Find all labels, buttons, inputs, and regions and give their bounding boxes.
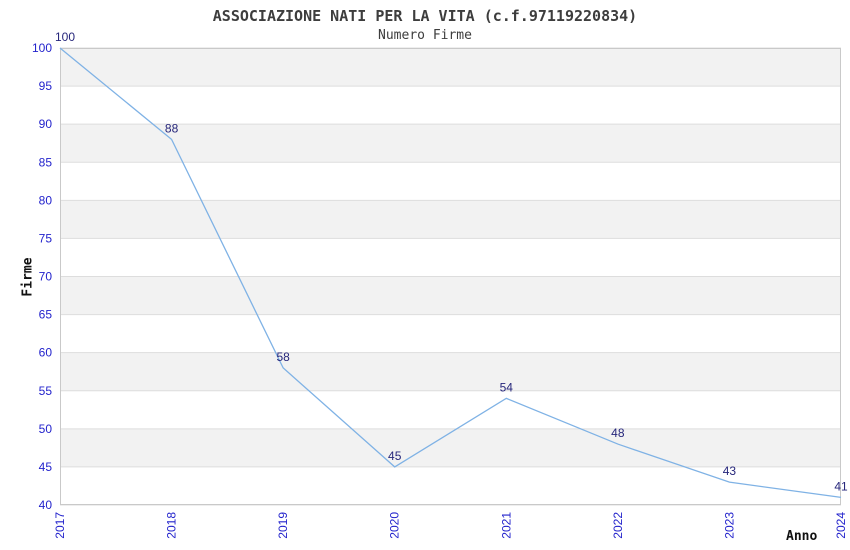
plot-band xyxy=(60,428,841,467)
point-label: 58 xyxy=(276,350,290,364)
x-axis-title: Anno xyxy=(786,529,818,544)
x-tick-label: 2022 xyxy=(611,512,625,539)
plot-band xyxy=(60,200,841,239)
y-tick-label: 50 xyxy=(39,422,53,436)
y-tick-label: 70 xyxy=(39,270,53,284)
y-tick-label: 40 xyxy=(39,498,53,512)
y-tick-label: 65 xyxy=(39,308,53,322)
y-tick-label: 75 xyxy=(39,231,53,245)
x-tick-label: 2020 xyxy=(388,512,402,539)
plot-border xyxy=(60,48,841,505)
point-label: 54 xyxy=(500,380,514,394)
plot-band xyxy=(60,276,841,315)
y-tick-label: 85 xyxy=(39,155,53,169)
point-label: 88 xyxy=(165,121,179,135)
point-label: 48 xyxy=(611,426,625,440)
point-label: 43 xyxy=(723,464,737,478)
y-tick-label: 45 xyxy=(39,460,53,474)
x-tick-label: 2024 xyxy=(834,512,848,539)
x-tick-label: 2017 xyxy=(53,512,67,539)
plot-band xyxy=(60,390,841,429)
y-tick-label: 55 xyxy=(39,384,53,398)
x-tick-label: 2019 xyxy=(276,512,290,539)
plot-band xyxy=(60,162,841,201)
x-tick-label: 2021 xyxy=(499,512,513,539)
plot-band xyxy=(60,48,841,87)
y-tick-label: 60 xyxy=(39,346,53,360)
point-label: 45 xyxy=(388,449,402,463)
y-tick-label: 100 xyxy=(32,41,52,55)
y-axis-title: Firme xyxy=(20,257,36,297)
y-tick-label: 90 xyxy=(39,117,53,131)
point-label: 41 xyxy=(834,479,848,493)
plot-band xyxy=(60,86,841,125)
line-plot: 100 88 58 45 54 48 43 41 40 45 50 55 60 65 70 75 80 85 90 9… xyxy=(32,30,848,539)
x-tick-label: 2018 xyxy=(165,512,179,539)
plot-band xyxy=(60,238,841,277)
plot-band xyxy=(60,352,841,391)
chart-subtitle: Numero Firme xyxy=(378,28,472,43)
plot-band xyxy=(60,314,841,353)
plot-band xyxy=(60,466,841,505)
data-line xyxy=(59,47,842,499)
y-tick-label: 95 xyxy=(39,79,53,93)
chart-title: ASSOCIAZIONE NATI PER LA VITA (c.f.97119… xyxy=(212,7,638,25)
plot-band xyxy=(60,124,841,163)
x-tick-label: 2023 xyxy=(722,512,736,539)
point-label: 100 xyxy=(55,30,75,44)
y-tick-label: 80 xyxy=(39,193,53,207)
